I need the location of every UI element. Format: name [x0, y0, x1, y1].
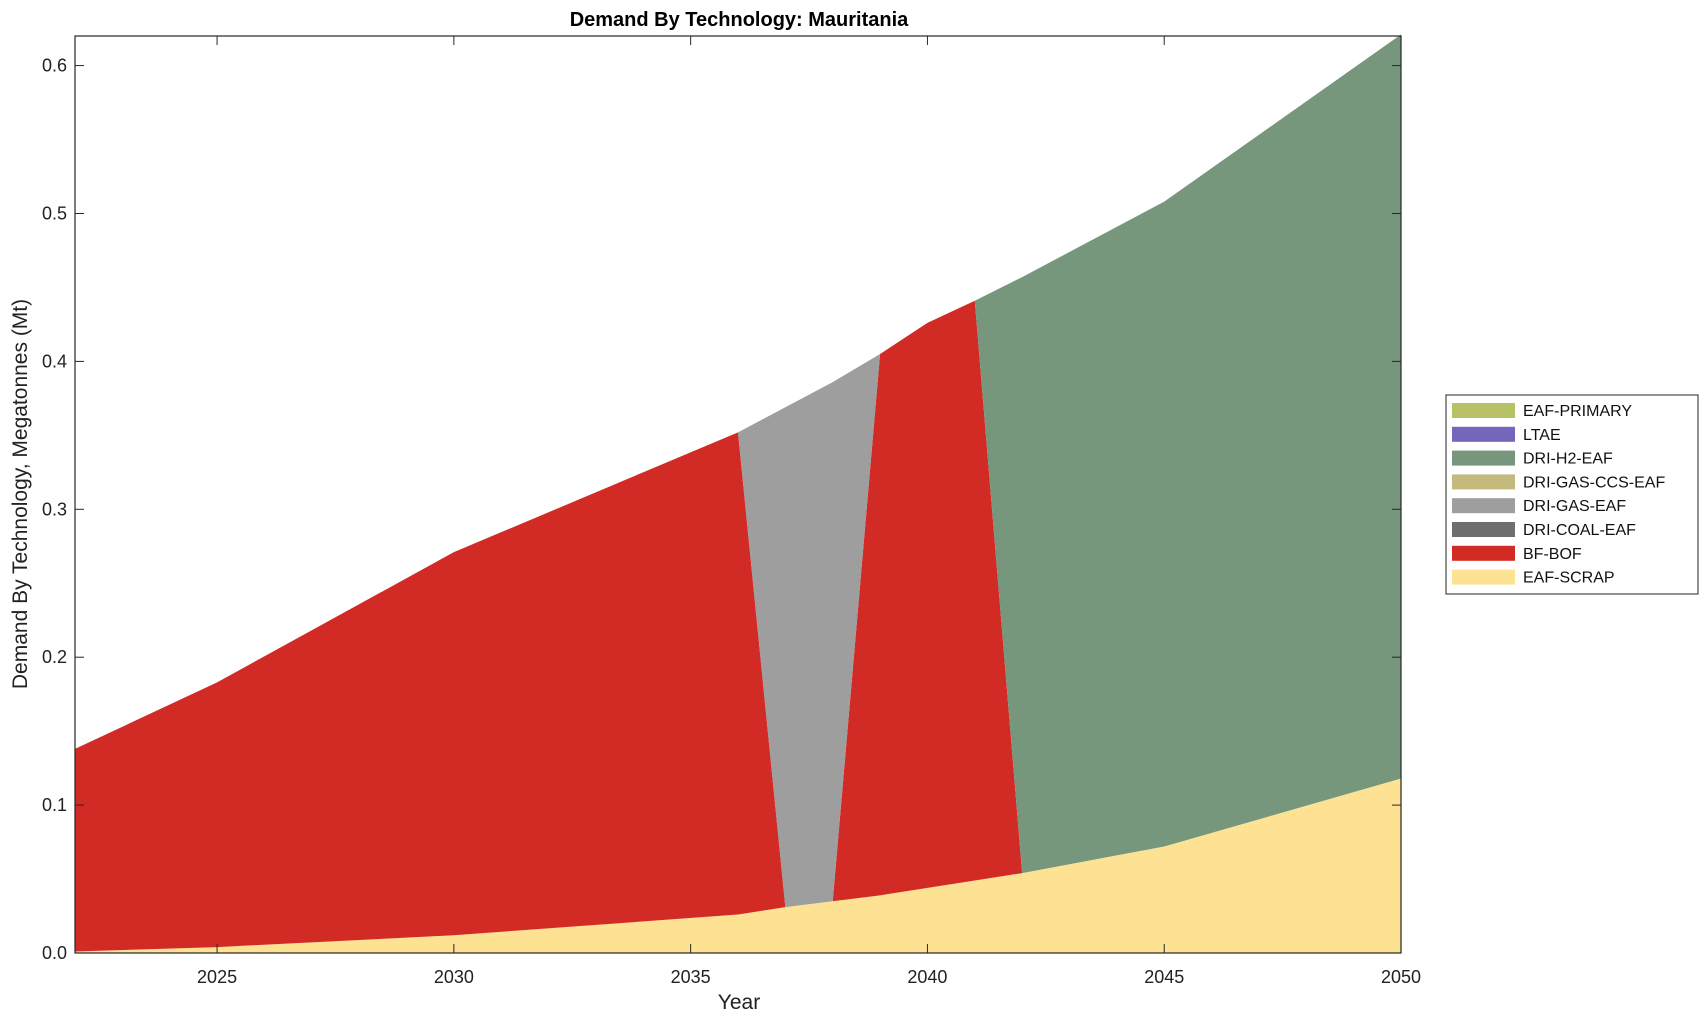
- legend-label-ltae: LTAE: [1523, 427, 1561, 444]
- plot-frame: [74, 35, 1402, 954]
- x-tick-label-2050: 2050: [1381, 967, 1421, 987]
- x-tick-label-2025: 2025: [197, 967, 237, 987]
- y-tick-label-5: 0.5: [42, 203, 67, 223]
- legend-label-eaf-primary: EAF-PRIMARY: [1523, 403, 1632, 420]
- plot-area: 2025 2030 2035 2040 2045 2050 0.0 0.1 0.2 0.3 0.4…: [42, 34, 1421, 987]
- legend-label-dri-gas-ccs-eaf: DRI-GAS-CCS-EAF: [1523, 474, 1665, 491]
- y-axis-label: Demand By Technology, Megatonnes (Mt): [9, 299, 32, 689]
- y-tick-label-2: 0.2: [42, 647, 67, 667]
- legend-swatch-dri-gas-ccs-eaf: [1452, 474, 1515, 490]
- y-tick-label-4: 0.4: [42, 351, 67, 371]
- legend-swatch-eaf-scrap: [1452, 569, 1515, 585]
- legend-swatch-dri-gas-eaf: [1452, 498, 1515, 514]
- x-tick-label-2035: 2035: [671, 967, 711, 987]
- x-axis-ticks: 2025 2030 2035 2040 2045 2050: [197, 36, 1421, 987]
- x-tick-label-2030: 2030: [434, 967, 474, 987]
- legend-swatch-dri-coal-eaf: [1452, 522, 1515, 537]
- legend-swatch-eaf-primary: [1452, 403, 1515, 418]
- y-tick-label-0: 0.0: [42, 943, 67, 963]
- y-tick-label-1: 0.1: [42, 795, 67, 815]
- area-bf-bof: [75, 300, 1401, 952]
- area-eaf-scrap: [75, 778, 1401, 953]
- legend-label-dri-h2-eaf: DRI-H2-EAF: [1523, 451, 1613, 468]
- y-tick-label-3: 0.3: [42, 499, 67, 519]
- y-tick-label-6: 0.6: [42, 56, 67, 76]
- legend: EAF-PRIMARY LTAE DRI-H2-EAF DRI-GAS-CCS-EAF…: [1445, 394, 1699, 595]
- legend-label-bf-bof: BF-BOF: [1523, 546, 1582, 563]
- legend-swatch-ltae: [1452, 426, 1515, 442]
- area-series-group: [75, 34, 1401, 953]
- chart-title: Demand By Technology: Mauritania: [570, 9, 909, 31]
- x-tick-label-2045: 2045: [1144, 967, 1184, 987]
- legend-items: EAF-PRIMARY LTAE DRI-H2-EAF DRI-GAS-CCS-EAF…: [1452, 403, 1665, 587]
- legend-swatch-bf-bof: [1452, 545, 1515, 561]
- legend-label-eaf-scrap: EAF-SCRAP: [1523, 570, 1615, 587]
- legend-swatch-dri-h2-eaf: [1452, 450, 1515, 466]
- legend-label-dri-gas-eaf: DRI-GAS-EAF: [1523, 498, 1626, 515]
- x-tick-label-2040: 2040: [907, 967, 947, 987]
- x-axis-label: Year: [718, 991, 760, 1014]
- area-dri-h2-eaf: [75, 34, 1401, 874]
- legend-box: [1445, 394, 1699, 595]
- legend-label-dri-coal-eaf: DRI-COAL-EAF: [1523, 522, 1636, 539]
- y-axis-ticks: 0.0 0.1 0.2 0.3 0.4 0.5 0.6: [42, 56, 1401, 963]
